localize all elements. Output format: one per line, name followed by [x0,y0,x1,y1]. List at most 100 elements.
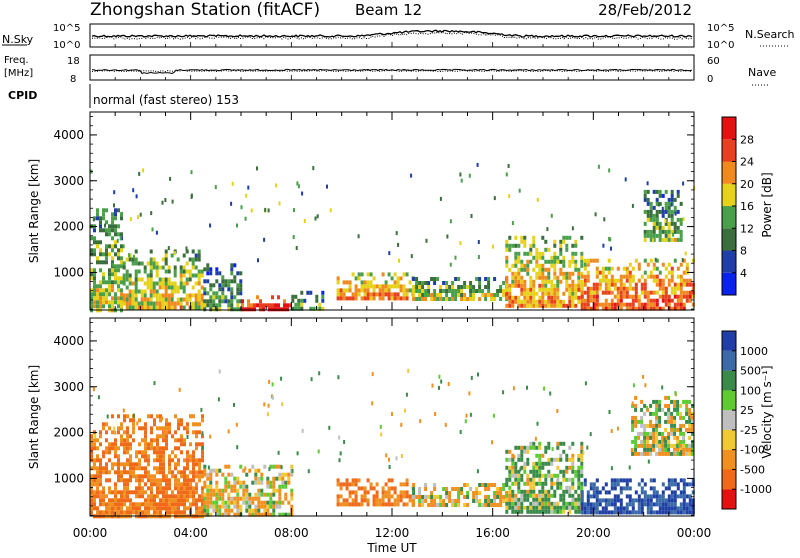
heatmap-cell [402,284,406,289]
heatmap-cell [691,282,695,287]
heatmap-cell [688,447,692,452]
heatmap-cell [212,295,216,300]
heatmap-cell [529,251,533,256]
heatmap-cell [631,203,634,208]
heatmap-cell [610,306,614,311]
heatmap-cell [143,265,147,270]
heatmap-cell [318,371,321,376]
heatmap-cell [670,306,674,311]
heatmap-cell [595,286,599,291]
nsky-label: N.Sky [2,33,34,46]
heatmap-cell [351,478,355,483]
heatmap-cell [201,442,204,447]
heatmap-cell [117,498,120,503]
heatmap-cell [105,232,108,237]
heatmap-cell [586,286,590,291]
heatmap-cell [577,501,581,506]
heatmap-cell [445,285,449,289]
heatmap-cell [688,435,692,440]
heatmap-cell [625,286,629,291]
heatmap-cell [631,401,634,406]
heatmap-cell [354,494,358,499]
heatmap-cell [466,285,470,289]
heatmap-cell [156,450,159,455]
heatmap-cell [514,271,518,276]
heatmap-cell [667,294,671,299]
heatmap-cell [679,217,683,222]
heatmap-cell [123,498,126,503]
heatmap-cell [381,272,385,277]
y-tick-label: 4000 [53,128,84,142]
heatmap-cell [468,391,471,396]
heatmap-cell [102,260,105,265]
heatmap-cell [526,497,530,502]
heatmap-cell [102,450,105,455]
heatmap-cell [571,461,575,466]
heatmap-cell [164,269,168,274]
heatmap-cell [201,434,204,439]
heatmap-cell [375,482,379,487]
heatmap-cell [179,277,183,282]
heatmap-cell [544,449,548,454]
heatmap-cell [402,296,406,301]
heatmap-cell [538,489,542,494]
heatmap-cell [126,462,129,467]
heatmap-cell [117,284,120,289]
heatmap-cell [532,295,536,300]
heatmap-cell [571,485,575,490]
heatmap-cell [120,276,123,281]
heatmap-cell [538,263,542,268]
heatmap-cell [123,482,126,487]
heatmap-cell [670,217,674,222]
heatmap-cell [291,469,294,473]
heatmap-cell [235,422,238,427]
heatmap-cell [646,181,649,186]
heatmap-cell [547,493,551,498]
heatmap-cell [198,466,201,471]
heatmap-cell [670,498,674,503]
heatmap-cell [117,430,120,435]
heatmap-cell [646,447,650,452]
heatmap-cell [257,468,261,473]
heatmap-cell [260,480,264,485]
heatmap-cell [215,484,219,489]
y-tick-label: 2000 [53,426,84,440]
heatmap-cell [405,288,409,293]
heatmap-cell [146,297,150,302]
heatmap-cell [152,305,156,310]
heatmap-cell [649,217,653,222]
heatmap-cell [233,295,237,300]
heatmap-cell [562,275,566,280]
heatmap-cell [360,502,364,507]
heatmap-cell [114,482,117,487]
heatmap-cell [592,482,596,487]
heatmap-cell [272,476,276,481]
heatmap-cell [188,277,192,282]
heatmap-cell [165,422,168,427]
heatmap-cell [197,273,201,278]
heatmap-cell [140,261,144,266]
heatmap-cell [291,306,295,311]
heatmap-cell [99,248,102,253]
heatmap-cell [580,290,584,295]
heatmap-cell [239,271,243,276]
heatmap-cell [339,292,343,297]
heatmap-cell [266,504,270,509]
heatmap-cell [646,306,650,311]
heatmap-cell [390,494,394,499]
heatmap-cell [99,458,102,463]
heatmap-cell [117,296,120,301]
heatmap-cell [484,483,488,487]
heatmap-cell [134,285,138,290]
heatmap-cell [442,503,446,507]
heatmap-cell [197,269,201,274]
heatmap-cell [505,505,509,510]
heatmap-cell [372,292,376,297]
heatmap-cell [137,301,141,306]
heatmap-cell [661,435,665,440]
heatmap-cell [221,279,225,284]
heatmap-cell [535,445,539,450]
heatmap-cell [640,451,644,456]
heatmap-cell [393,296,397,301]
heatmap-cell [526,299,530,304]
